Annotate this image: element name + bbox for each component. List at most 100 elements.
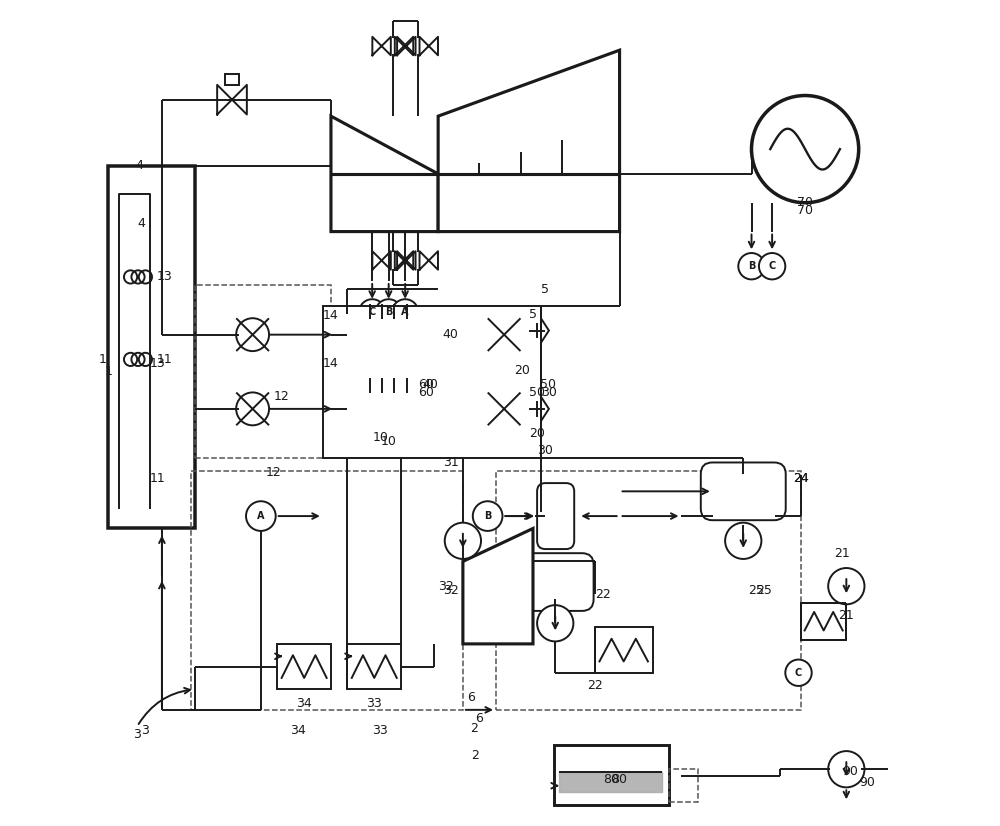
Text: 20: 20: [514, 363, 530, 377]
Text: C: C: [369, 307, 376, 317]
Circle shape: [738, 253, 765, 279]
Bar: [323, 306, 541, 458]
Text: 80: 80: [612, 773, 628, 786]
Text: 70: 70: [797, 197, 813, 209]
Circle shape: [375, 299, 402, 325]
Text: 32: 32: [439, 580, 454, 593]
Polygon shape: [525, 391, 549, 427]
Text: 14: 14: [323, 357, 339, 370]
Text: 22: 22: [587, 679, 603, 691]
Text: 6: 6: [475, 712, 483, 724]
Text: 4: 4: [135, 159, 143, 172]
Text: 13: 13: [157, 270, 172, 283]
Text: 21: 21: [838, 609, 854, 621]
Circle shape: [828, 568, 864, 605]
Text: 14: 14: [323, 309, 339, 322]
Text: 34: 34: [290, 724, 306, 737]
Polygon shape: [438, 50, 620, 231]
Text: 40: 40: [422, 377, 438, 391]
Text: B: B: [748, 261, 755, 271]
Bar: [347, 644, 401, 689]
Circle shape: [488, 318, 521, 351]
Text: 10: 10: [372, 431, 388, 444]
Circle shape: [236, 392, 269, 425]
Text: B: B: [484, 511, 491, 521]
Text: 30: 30: [542, 386, 557, 399]
FancyBboxPatch shape: [348, 382, 429, 436]
Circle shape: [759, 253, 785, 279]
Circle shape: [246, 501, 276, 531]
Text: A: A: [401, 307, 409, 317]
Text: 13: 13: [150, 357, 166, 370]
Text: C: C: [795, 667, 802, 678]
Circle shape: [752, 96, 859, 202]
Circle shape: [236, 318, 269, 351]
Text: 22: 22: [595, 588, 611, 601]
Text: B: B: [385, 307, 392, 317]
Circle shape: [473, 501, 502, 531]
Circle shape: [828, 751, 864, 787]
Text: C: C: [768, 261, 776, 271]
Text: 2: 2: [471, 748, 479, 762]
Text: 50: 50: [540, 377, 556, 391]
Polygon shape: [331, 116, 438, 231]
Text: 10: 10: [381, 435, 397, 449]
FancyBboxPatch shape: [517, 553, 594, 611]
Bar: [595, 628, 653, 672]
Text: 33: 33: [373, 724, 388, 737]
Text: 33: 33: [366, 697, 382, 710]
Text: 6: 6: [467, 691, 475, 704]
Text: 3: 3: [133, 728, 141, 741]
Circle shape: [725, 523, 761, 559]
Text: 32: 32: [443, 584, 458, 597]
Text: 60: 60: [418, 386, 434, 399]
Circle shape: [488, 392, 521, 425]
Text: A: A: [257, 511, 265, 521]
Text: 2: 2: [470, 721, 478, 734]
Circle shape: [359, 299, 385, 325]
Text: 11: 11: [157, 353, 172, 366]
Bar: [108, 166, 195, 529]
Bar: [801, 603, 846, 640]
Text: 11: 11: [150, 472, 166, 486]
Bar: [496, 471, 801, 710]
FancyBboxPatch shape: [701, 463, 786, 520]
Text: 12: 12: [274, 390, 289, 403]
Bar: [669, 769, 698, 802]
Text: 1: 1: [104, 365, 112, 378]
Text: 40: 40: [443, 328, 458, 341]
Bar: [277, 644, 331, 689]
Text: 24: 24: [793, 472, 809, 486]
Circle shape: [537, 605, 573, 642]
Text: 4: 4: [137, 217, 145, 230]
Text: 1: 1: [99, 353, 106, 366]
FancyBboxPatch shape: [537, 483, 574, 549]
Text: 80: 80: [603, 773, 619, 786]
Text: 90: 90: [859, 776, 875, 789]
Bar: [191, 471, 463, 710]
Text: 5: 5: [529, 307, 537, 320]
Circle shape: [445, 523, 481, 559]
Text: 90: 90: [843, 765, 858, 778]
Text: 70: 70: [797, 205, 813, 217]
Text: 12: 12: [265, 466, 281, 479]
FancyBboxPatch shape: [348, 307, 429, 362]
Text: 60: 60: [418, 377, 434, 391]
Text: 34: 34: [296, 697, 312, 710]
Text: 24: 24: [793, 472, 809, 486]
Bar: [225, 74, 239, 85]
Bar: [195, 285, 331, 458]
Text: 3: 3: [141, 724, 149, 737]
Polygon shape: [525, 312, 549, 349]
Text: 20: 20: [529, 427, 545, 440]
Polygon shape: [463, 529, 533, 644]
Text: 50: 50: [529, 386, 545, 399]
Circle shape: [785, 659, 812, 686]
Circle shape: [392, 299, 418, 325]
Text: 25: 25: [756, 584, 772, 597]
Text: 30: 30: [537, 444, 553, 457]
Text: 5: 5: [541, 282, 549, 296]
Text: 31: 31: [443, 456, 458, 469]
Text: 25: 25: [748, 584, 764, 597]
Bar: [554, 745, 669, 805]
